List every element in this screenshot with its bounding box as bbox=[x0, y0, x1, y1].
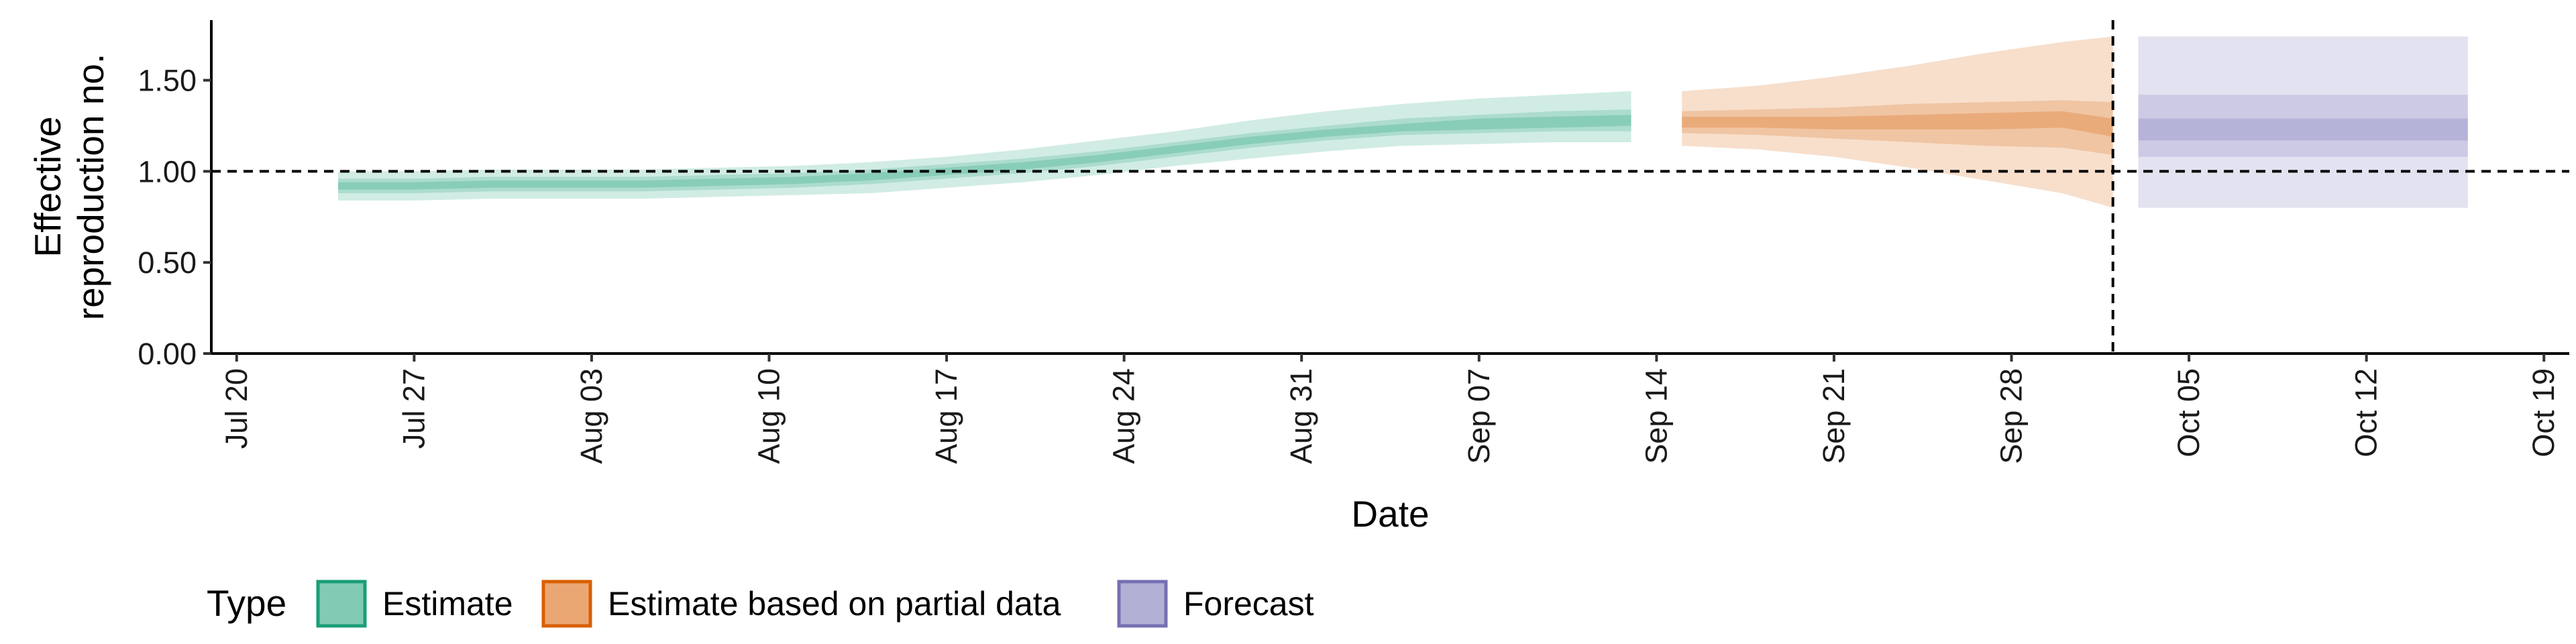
x-tick-label: Oct 12 bbox=[2349, 368, 2383, 458]
legend-label: Forecast bbox=[1183, 585, 1314, 623]
band-50-estimate bbox=[338, 109, 1631, 193]
legend-item-forecast: Forecast bbox=[1117, 580, 1314, 628]
x-tick-label: Jul 27 bbox=[396, 368, 431, 449]
band-90-forecast bbox=[2138, 36, 2468, 208]
legend-label: Estimate based on partial data bbox=[608, 585, 1061, 623]
legend-item-estimate-based-on-partial-data: Estimate based on partial data bbox=[541, 580, 1061, 628]
x-tick-label: Sep 14 bbox=[1639, 368, 1673, 464]
y-tick-label: 1.50 bbox=[138, 64, 197, 98]
band-50-estimate-based-on-partial-data bbox=[1682, 100, 2113, 155]
axes-layer: 0.00 0.50 1.00 1.50 Jul 20 Jul 27 Aug 03 Aug 10… bbox=[27, 20, 2569, 535]
series-estimate bbox=[338, 91, 1631, 201]
band-20-estimate-based-on-partial-data bbox=[1682, 111, 2113, 137]
legend-key bbox=[541, 580, 592, 628]
legend: Type Estimate Estimate based on partial da… bbox=[207, 580, 1314, 628]
legend-item-estimate: Estimate bbox=[316, 580, 513, 628]
band-90-estimate bbox=[338, 91, 1631, 201]
legend-key bbox=[1117, 580, 1168, 628]
band-90-estimate-based-on-partial-data bbox=[1682, 36, 2113, 208]
y-axis-title-line: Effective bbox=[27, 117, 68, 258]
y-tick-label: 1.00 bbox=[138, 154, 197, 189]
y-tick-label: 0.50 bbox=[138, 246, 197, 280]
band-layer bbox=[338, 36, 2468, 208]
y-axis-title-line: reproduction no. bbox=[70, 54, 111, 321]
series-forecast bbox=[2138, 36, 2468, 208]
x-tick-label: Oct 19 bbox=[2526, 368, 2561, 458]
x-tick-label: Jul 20 bbox=[219, 368, 254, 449]
x-tick-label: Sep 07 bbox=[1462, 368, 1496, 464]
y-axis-title: Effectivereproduction no. bbox=[27, 54, 111, 321]
x-tick-label: Aug 31 bbox=[1284, 368, 1318, 464]
reference-layer bbox=[211, 20, 2569, 354]
x-tick-label: Oct 05 bbox=[2171, 368, 2206, 458]
band-50-forecast bbox=[2138, 95, 2468, 157]
x-axis-title: Date bbox=[1351, 493, 1429, 535]
x-tick-label: Aug 17 bbox=[929, 368, 963, 464]
x-tick-label: Aug 03 bbox=[574, 368, 608, 464]
band-20-estimate bbox=[338, 115, 1631, 190]
legend-label: Estimate bbox=[382, 585, 513, 623]
x-tick-label: Aug 24 bbox=[1107, 368, 1141, 464]
x-tick-label: Sep 21 bbox=[1817, 368, 1851, 464]
legend-title: Type bbox=[207, 582, 286, 624]
band-20-forecast bbox=[2138, 118, 2468, 141]
x-tick-label: Aug 10 bbox=[752, 368, 786, 464]
series-estimate-based-on-partial-data bbox=[1682, 36, 2113, 208]
x-tick-label: Sep 28 bbox=[1994, 368, 2028, 464]
y-tick-label: 0.00 bbox=[138, 337, 197, 371]
legend-key bbox=[316, 580, 367, 628]
